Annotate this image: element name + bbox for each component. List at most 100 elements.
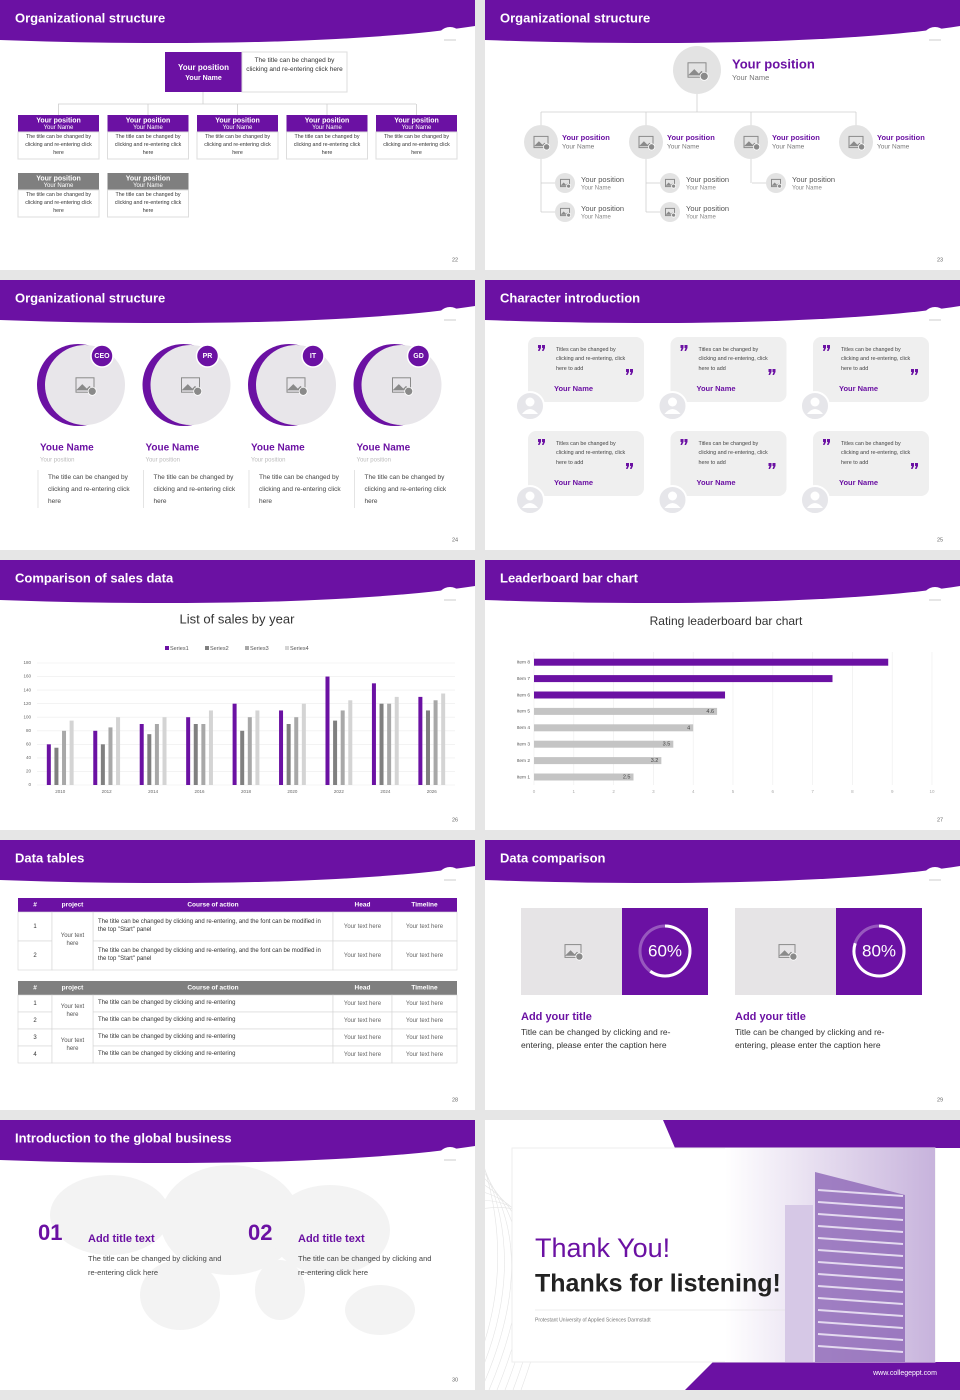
x-tick-label: 2022 <box>334 789 345 794</box>
table-cell <box>391 911 458 942</box>
header-cell: Timeline <box>411 985 438 992</box>
project-cell: Your text here <box>60 1004 85 1018</box>
member-note: The title can be changed by clicking and… <box>293 134 361 156</box>
building-window <box>817 1237 904 1245</box>
bar <box>294 717 299 785</box>
avatar <box>660 173 680 193</box>
building-window <box>817 1333 904 1341</box>
table-cell <box>92 940 334 971</box>
quote-mark <box>823 345 830 351</box>
item-text: Title can be changed by clicking and re-… <box>735 1027 885 1050</box>
image-icon <box>671 212 677 218</box>
ring-progress <box>649 924 692 978</box>
contour <box>485 1169 505 1363</box>
map-shape <box>345 1285 415 1335</box>
bar <box>325 676 330 785</box>
quote-name: Your Name <box>697 478 736 487</box>
header-band <box>485 840 960 884</box>
building-window <box>817 1309 904 1317</box>
member-name: Your Name <box>223 125 253 131</box>
thanks-line2: Thanks for listening! <box>535 1270 781 1298</box>
y-tick-label: 60 <box>26 742 32 747</box>
page-number: 30 <box>452 1377 458 1383</box>
slide-title: Organizational structure <box>15 290 165 305</box>
head-box <box>165 52 242 92</box>
cell-text: 2 <box>33 953 37 959</box>
bar <box>208 710 213 785</box>
bar <box>154 724 159 785</box>
bar <box>333 720 338 785</box>
legend-label: Series2 <box>210 646 229 652</box>
member-position: Your position <box>36 117 81 124</box>
bar <box>240 730 245 785</box>
item-title: Add title text <box>298 1233 365 1245</box>
cell-text: Your text here <box>406 1035 444 1041</box>
page-number: 28 <box>452 1097 458 1103</box>
page-number: 23 <box>937 257 943 263</box>
category-label: Item 3 <box>517 741 531 747</box>
tag-badge <box>406 344 431 368</box>
member-note: The title can be changed by clicking and… <box>114 192 182 214</box>
cell-text: Your text here <box>406 1018 444 1024</box>
bar <box>255 710 260 785</box>
quote-mark <box>680 345 688 351</box>
map-shape <box>160 1165 300 1275</box>
tag: CEO <box>94 353 110 360</box>
bar <box>425 710 430 785</box>
percent-label: 60% <box>648 941 682 960</box>
staff-name: Your Name <box>686 186 716 192</box>
bar <box>534 773 634 781</box>
legend-label: Series1 <box>170 646 189 652</box>
manager-position: Your position <box>667 133 715 142</box>
person-name: Youe Name <box>40 443 94 454</box>
building <box>785 1205 813 1362</box>
image-icon <box>75 377 95 393</box>
bar <box>62 730 67 785</box>
member-note-box <box>107 189 189 218</box>
bar <box>139 724 144 785</box>
head-name: Your Name <box>732 73 769 82</box>
table-cell <box>51 994 94 1030</box>
member-header <box>107 115 189 132</box>
member-position: Your position <box>126 175 171 182</box>
cell-text: 3 <box>33 1035 37 1041</box>
note-box <box>241 51 348 93</box>
quote-mark <box>768 369 776 375</box>
avatar-head <box>810 397 820 407</box>
page-number: 26 <box>452 817 458 823</box>
cell-text: The title can be changed by clicking and… <box>98 1050 236 1057</box>
slide-canvas: Thank You! Thanks for listening! Protestan… <box>485 1120 960 1390</box>
quote-text: Titles can be changed by clicking and re… <box>556 347 626 372</box>
cell-text: The title can be changed by clicking and… <box>98 1033 236 1040</box>
bar <box>147 734 152 785</box>
bar <box>46 744 51 785</box>
member-header <box>107 173 189 190</box>
item-title: Add title text <box>88 1233 155 1245</box>
header-band <box>485 0 960 44</box>
bar <box>534 757 662 765</box>
legend-swatch <box>205 646 209 650</box>
stat-block <box>836 908 922 995</box>
ring-progress <box>852 924 906 978</box>
x-tick-label: 9 <box>891 789 894 794</box>
avatar <box>839 125 873 159</box>
value-label: 4.6 <box>706 709 714 715</box>
staff-position: Your position <box>581 175 624 184</box>
bar <box>116 717 121 785</box>
bar <box>201 724 206 785</box>
quote-card <box>813 337 929 402</box>
website: www.collegeppt.com <box>872 1370 937 1377</box>
avatar <box>766 173 786 193</box>
corner-band <box>663 1120 960 1148</box>
bar <box>534 658 889 666</box>
bar <box>193 724 198 785</box>
header-cell: Course of action <box>187 985 238 992</box>
table-cell <box>332 940 393 971</box>
image-icon <box>665 178 675 188</box>
slide-canvas: Introduction to the global business 30 01 A… <box>0 1120 475 1383</box>
slide: Comparison of sales data 26 List of sales … <box>0 560 475 830</box>
building-window <box>817 1225 904 1233</box>
quote-mark <box>626 463 633 469</box>
member-note-box <box>286 131 368 160</box>
avatar-body <box>664 503 681 508</box>
